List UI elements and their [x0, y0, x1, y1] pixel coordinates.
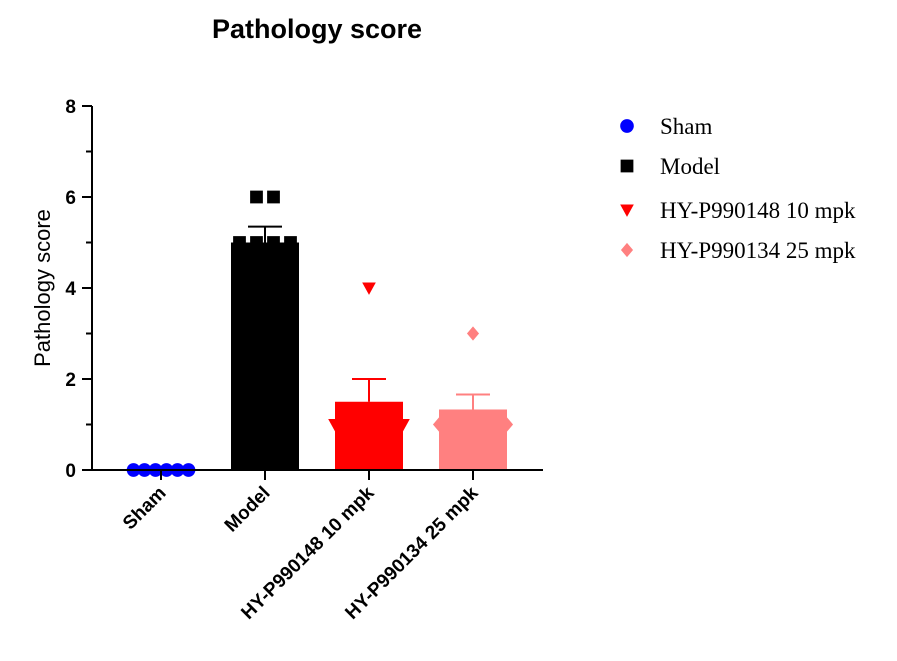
- data-point-3-5: [379, 419, 393, 432]
- data-point-3-2: [328, 419, 342, 432]
- data-point-4-4: [466, 417, 480, 432]
- data-point-4-3: [449, 417, 463, 432]
- data-point-2-4: [250, 236, 263, 249]
- data-point-4-1: [466, 326, 480, 341]
- data-point-3-3: [345, 419, 359, 432]
- data-point-3-6: [396, 419, 410, 432]
- legend-marker-4: [620, 242, 634, 258]
- legend-label-2: Model: [660, 154, 720, 179]
- y-tick-label-0: 0: [65, 461, 76, 482]
- y-axis-label: Pathology score: [30, 209, 55, 367]
- y-tick-label-4: 4: [65, 279, 76, 300]
- legend-label-4: HY-P990134 25 mpk: [660, 238, 856, 263]
- bar-3: [335, 401, 403, 470]
- legend-label-3: HY-P990148 10 mpk: [660, 198, 856, 223]
- data-point-4-5: [483, 417, 497, 432]
- data-point-2-1: [250, 190, 263, 204]
- data-point-4-6: [500, 417, 514, 432]
- data-point-4-2: [432, 417, 446, 432]
- legend-marker-1: [620, 119, 634, 133]
- bar-2: [231, 242, 299, 470]
- data-point-2-2: [267, 190, 280, 204]
- y-tick-label-6: 6: [65, 188, 76, 209]
- legend-marker-3: [620, 204, 634, 217]
- y-tick-label-2: 2: [65, 370, 76, 391]
- x-tick-label-1: Sham: [119, 483, 170, 534]
- x-tick-label-2: Model: [221, 483, 275, 537]
- data-point-2-3: [233, 236, 246, 249]
- data-point-2-6: [284, 236, 297, 249]
- data-point-3-1: [362, 282, 376, 295]
- y-tick-label-8: 8: [65, 97, 76, 118]
- legend: Sham Model HY-P990148 10 mpk HY-P990134 25 …: [620, 114, 856, 263]
- data-point-3-4: [362, 419, 376, 432]
- legend-marker-2: [620, 159, 634, 173]
- chart-title: Pathology score: [212, 14, 422, 44]
- data-point-2-5: [267, 236, 280, 249]
- legend-label-1: Sham: [660, 114, 713, 139]
